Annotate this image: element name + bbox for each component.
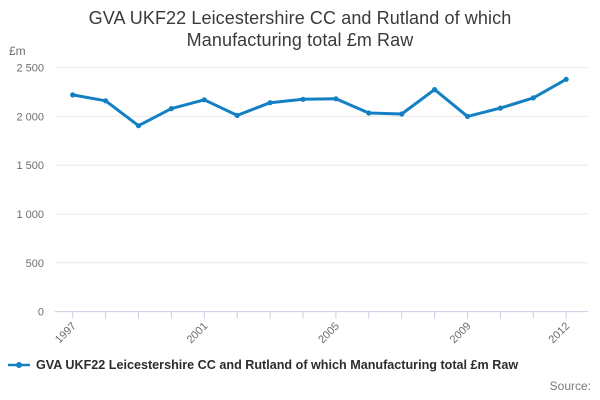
- y-tick-label: 2 500: [16, 63, 44, 75]
- legend-line-marker-icon: [8, 362, 30, 368]
- data-point-marker: [432, 87, 438, 93]
- data-point-marker: [201, 97, 207, 103]
- y-tick-label: 1 500: [16, 160, 44, 172]
- data-point-marker: [366, 110, 372, 116]
- data-point-marker: [464, 113, 471, 119]
- chart-title: GVA UKF22 Leicestershire CC and Rutland …: [0, 7, 600, 51]
- y-tick-label: 2 000: [16, 111, 44, 123]
- data-point-marker: [399, 111, 405, 117]
- line-chart: 0 500 1 000 1 500 2 000 2 500 1997 2001 2005 2009…: [16, 63, 588, 346]
- x-tick-label: 2012: [547, 320, 573, 346]
- data-point-marker: [70, 92, 76, 98]
- legend: GVA UKF22 Leicestershire CC and Rutland …: [8, 357, 596, 373]
- x-tick-label: 2005: [316, 320, 342, 346]
- data-point-marker: [234, 112, 240, 118]
- data-point-marker: [563, 76, 569, 82]
- y-tick-label: 500: [26, 258, 44, 270]
- chart-title-line1: GVA UKF22 Leicestershire CC and Rutland …: [88, 8, 512, 28]
- data-point-marker: [103, 98, 109, 104]
- data-point-marker: [168, 106, 174, 112]
- data-series-line: [71, 77, 568, 128]
- source-label: Source:: [549, 379, 591, 393]
- x-tick-label: 1997: [53, 320, 79, 346]
- x-tick-label: 2001: [185, 320, 211, 346]
- y-tick-label: 1 000: [16, 209, 44, 221]
- data-point-marker: [135, 123, 142, 129]
- data-point-marker: [267, 100, 273, 106]
- y-tick-label: 0: [38, 307, 44, 319]
- data-point-marker: [530, 95, 536, 101]
- legend-label: GVA UKF22 Leicestershire CC and Rutland …: [36, 358, 519, 372]
- data-point-marker: [333, 96, 339, 102]
- y-axis-unit-label: £m: [9, 44, 26, 58]
- x-tick-label: 2009: [448, 320, 474, 346]
- chart-title-line2: Manufacturing total £m Raw: [186, 30, 414, 50]
- data-point-marker: [300, 96, 306, 102]
- data-point-marker: [497, 105, 503, 111]
